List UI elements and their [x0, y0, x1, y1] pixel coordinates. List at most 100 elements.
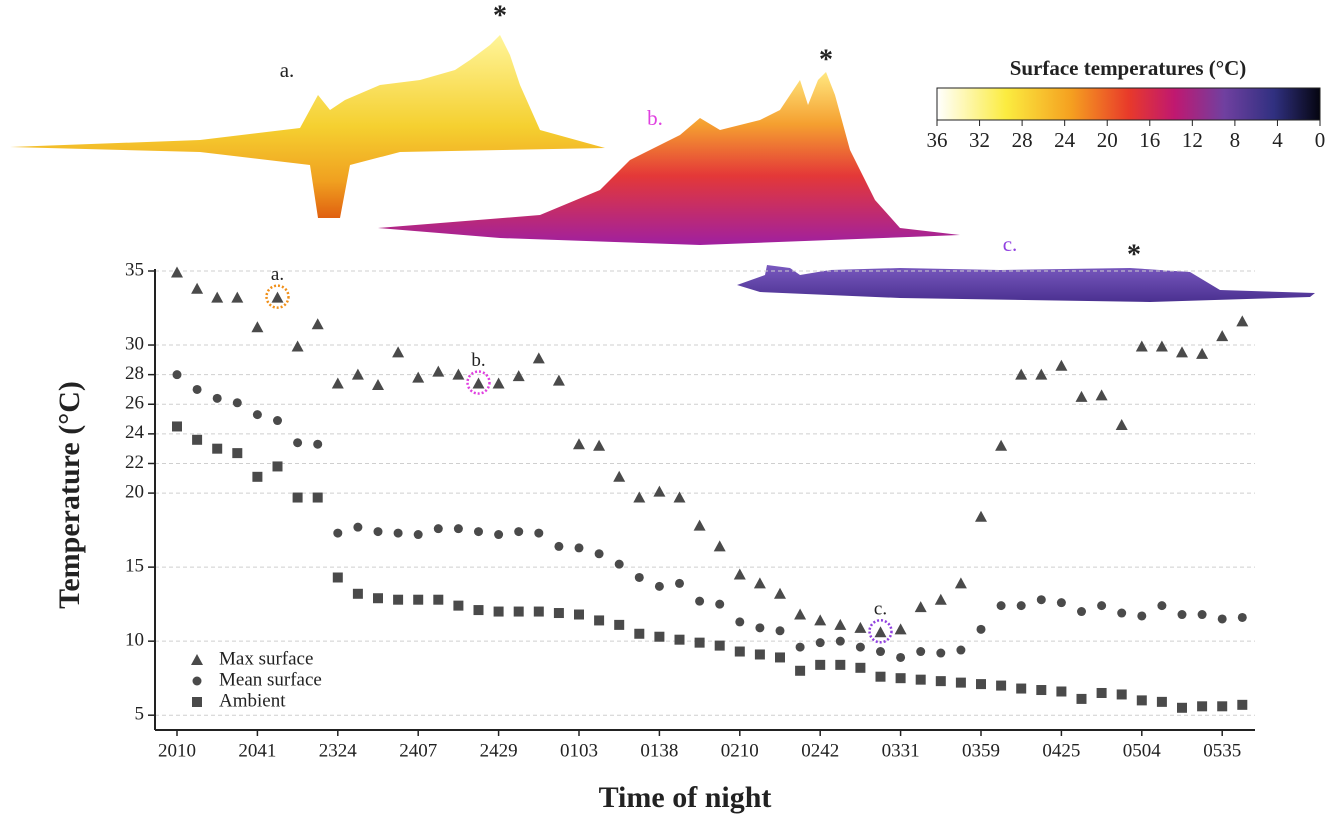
- point: [1097, 601, 1106, 610]
- point: [393, 595, 403, 605]
- point: [975, 511, 987, 522]
- point: [414, 530, 423, 539]
- point: [374, 527, 383, 536]
- point: [253, 410, 262, 419]
- point: [1157, 697, 1167, 707]
- point: [695, 638, 705, 648]
- point: [353, 589, 363, 599]
- point: [835, 660, 845, 670]
- point: [394, 529, 403, 538]
- point: [997, 601, 1006, 610]
- point: [653, 486, 665, 497]
- point: [1036, 685, 1046, 695]
- point: [715, 641, 725, 651]
- point: [353, 523, 362, 532]
- point: [654, 632, 664, 642]
- surface-peak: *: [493, 0, 507, 31]
- x-tick-label: 2324: [319, 740, 358, 761]
- legend-label: Mean surface: [219, 669, 322, 690]
- x-tick-label: 2407: [399, 740, 437, 761]
- point: [251, 321, 263, 332]
- colorbar-tick-label: 12: [1182, 128, 1203, 152]
- point: [514, 527, 523, 536]
- y-tick-label: 15: [125, 555, 144, 576]
- point: [1037, 595, 1046, 604]
- point: [735, 617, 744, 626]
- point: [312, 318, 324, 329]
- point: [1056, 687, 1066, 697]
- colorbar-tick-label: 8: [1230, 128, 1241, 152]
- point: [896, 673, 906, 683]
- legend-marker: [191, 654, 203, 665]
- point: [955, 577, 967, 588]
- x-axis-title: Time of night: [599, 781, 772, 814]
- colorbar: [937, 88, 1320, 120]
- point: [494, 607, 504, 617]
- point: [816, 638, 825, 647]
- point: [1116, 419, 1128, 430]
- point: [1177, 703, 1187, 713]
- point: [936, 676, 946, 686]
- point: [413, 595, 423, 605]
- point: [1017, 601, 1026, 610]
- point: [1055, 360, 1067, 371]
- point: [1057, 598, 1066, 607]
- point: [474, 527, 483, 536]
- point: [252, 472, 262, 482]
- point: [554, 542, 563, 551]
- colorbar-tick-label: 20: [1097, 128, 1118, 152]
- point: [172, 421, 182, 431]
- point: [333, 529, 342, 538]
- point: [313, 440, 322, 449]
- point: [856, 643, 865, 652]
- colorbar-tick-label: 16: [1139, 128, 1160, 152]
- point: [1117, 609, 1126, 618]
- point: [1238, 613, 1247, 622]
- colorbar-title: Surface temperatures (°C): [1010, 56, 1247, 80]
- point: [854, 622, 866, 633]
- y-tick-label: 30: [125, 333, 144, 354]
- point: [433, 595, 443, 605]
- y-tick-label: 26: [125, 393, 144, 414]
- colorbar-tick-label: 24: [1054, 128, 1076, 152]
- point: [995, 440, 1007, 451]
- x-tick-label: 0138: [640, 740, 678, 761]
- surface-label: c.: [1003, 232, 1018, 256]
- point: [292, 341, 304, 352]
- x-tick-label: 2010: [158, 740, 196, 761]
- point: [1218, 614, 1227, 623]
- point: [956, 678, 966, 688]
- legend-label: Ambient: [219, 690, 286, 711]
- x-tick-label: 0504: [1123, 740, 1162, 761]
- point: [1097, 688, 1107, 698]
- point: [233, 398, 242, 407]
- point: [453, 601, 463, 611]
- surface-peak: *: [1127, 239, 1141, 270]
- point: [434, 524, 443, 533]
- point: [915, 601, 927, 612]
- point: [1016, 684, 1026, 694]
- point: [675, 635, 685, 645]
- point: [775, 652, 785, 662]
- point: [1156, 341, 1168, 352]
- point: [935, 594, 947, 605]
- point: [454, 524, 463, 533]
- point: [412, 372, 424, 383]
- point: [976, 679, 986, 689]
- point: [1077, 694, 1087, 704]
- point: [473, 378, 485, 389]
- colorbar-tick-label: 28: [1012, 128, 1033, 152]
- point: [956, 646, 965, 655]
- x-tick-label: 2041: [238, 740, 276, 761]
- point: [755, 649, 765, 659]
- point: [634, 629, 644, 639]
- point: [715, 600, 724, 609]
- point: [977, 625, 986, 634]
- point: [232, 448, 242, 458]
- point: [1137, 695, 1147, 705]
- point: [593, 440, 605, 451]
- point: [1137, 611, 1146, 620]
- point: [1216, 330, 1228, 341]
- surface-label: b.: [647, 106, 663, 130]
- x-tick-label: 0103: [560, 740, 598, 761]
